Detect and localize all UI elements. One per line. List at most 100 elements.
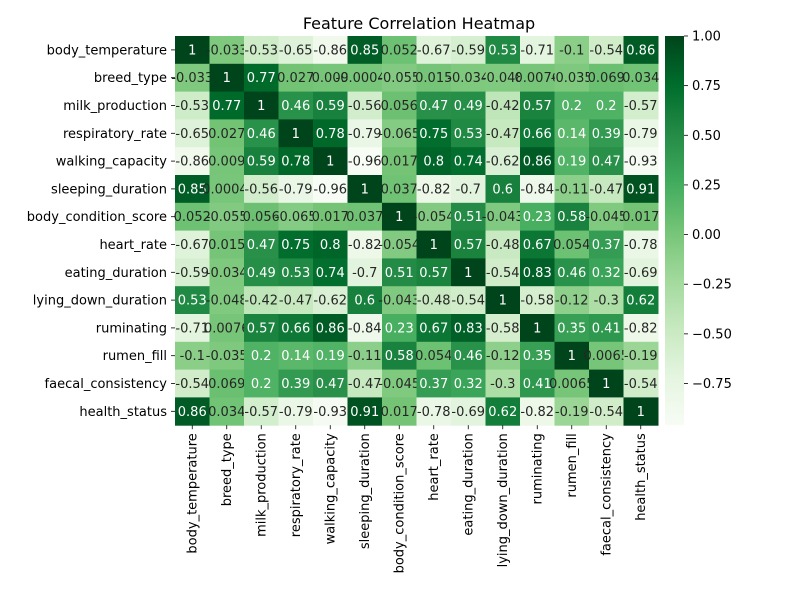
heatmap-cell: [589, 119, 624, 148]
cell-value-label: -0.53: [244, 43, 278, 58]
cell-value-label: -0.57: [624, 99, 658, 114]
heatmap-cell: [209, 258, 245, 287]
colorbar: 1.00 0.75 0.50 0.25 0.00 −0.25 −0.50 −0.75: [665, 30, 732, 426]
heatmap-cell: [520, 397, 555, 426]
cell-value-label: 0.0076: [515, 71, 561, 86]
heatmap-cell: [244, 119, 279, 148]
heatmap-cell: [623, 230, 659, 259]
heatmap-cell: [416, 397, 452, 426]
heatmap-cell: [416, 314, 452, 343]
heatmap-cell: [313, 397, 348, 426]
heatmap-cell: [175, 369, 210, 398]
cell-value-label: -0.65: [175, 127, 209, 142]
heatmap-cell: [451, 369, 486, 398]
cell-value-label: -0.86: [175, 155, 209, 170]
cell-value-label: 1: [361, 182, 369, 197]
heatmap-cell: [520, 91, 555, 120]
heatmap-cell: [451, 119, 486, 148]
heatmap-cell: [589, 175, 624, 204]
column-label: walking_capacity: [324, 433, 339, 545]
heatmap-cell: [244, 341, 279, 371]
heatmap-cell: [485, 258, 521, 287]
cell-value-label: -0.69: [451, 405, 485, 420]
heatmap-cell: [623, 63, 659, 93]
heatmap-cell: [623, 258, 659, 287]
row-label: faecal_consistency: [45, 377, 168, 392]
cell-value-label: 0.015: [415, 71, 452, 86]
cell-value-label: 0.78: [281, 155, 310, 170]
cell-value-label: -0.54: [589, 405, 623, 420]
heatmap-cell: [175, 175, 210, 204]
heatmap-cell: [451, 314, 486, 343]
heatmap-cell: [382, 175, 417, 204]
cell-value-label: -0.54: [175, 377, 209, 392]
heatmap-cell: [175, 397, 210, 426]
cell-value-label: 1: [533, 321, 541, 336]
column-label: respiratory_rate: [289, 433, 304, 537]
cell-value-label: 0.83: [454, 321, 483, 336]
cell-value-label: -0.71: [520, 43, 554, 58]
cell-value-label: -0.67: [417, 43, 451, 58]
cell-value-label: 0.51: [454, 210, 483, 225]
colorbar-tick-label: 0.75: [692, 79, 721, 94]
cell-value-label: 0.74: [316, 266, 345, 281]
heatmap-cell: [382, 63, 417, 93]
cell-value-label: -0.65: [279, 43, 313, 58]
cell-value-label: 0.86: [523, 155, 552, 170]
heatmap-cell: [451, 36, 486, 65]
cell-value-label: -0.82: [348, 238, 382, 253]
heatmap-cell: [416, 119, 452, 148]
cell-value-label: 0.59: [316, 99, 345, 114]
heatmap-cell: [244, 397, 279, 426]
heatmap-cell: [589, 63, 624, 93]
heatmap-cell: [278, 397, 314, 426]
cell-value-label: -0.065: [275, 210, 317, 225]
heatmap-cell: [520, 202, 555, 232]
heatmap-cell: [520, 119, 555, 148]
heatmap-cell: [175, 286, 210, 315]
heatmap-cell: [347, 397, 383, 426]
heatmap-cell: [313, 119, 348, 148]
cell-value-label: 0.39: [592, 127, 621, 142]
heatmap-cell: [175, 230, 210, 259]
cell-value-label: 0.67: [523, 238, 552, 253]
cell-value-label: 0.77: [212, 99, 241, 114]
cell-value-label: -0.048: [482, 71, 524, 86]
cell-value-label: -0.42: [244, 294, 278, 309]
heatmap-cell: [382, 91, 417, 120]
heatmap-cell: [451, 397, 486, 426]
heatmap-cell: [589, 230, 624, 259]
heatmap-cell: [416, 369, 452, 398]
heatmap-cell: [485, 91, 521, 120]
cell-value-label: 0.86: [316, 321, 345, 336]
cell-value-label: -0.11: [348, 349, 382, 364]
heatmap-cell: [209, 175, 245, 204]
cell-value-label: -0.033: [206, 43, 248, 58]
heatmap-cell: [554, 147, 590, 176]
cell-value-label: -0.59: [451, 43, 485, 58]
cell-value-label: 0.62: [626, 294, 655, 309]
cell-value-label: 0.57: [523, 99, 552, 114]
cell-value-label: 0.8: [423, 155, 444, 170]
heatmap-cell: [209, 314, 245, 343]
cell-value-label: 0.069: [208, 377, 245, 392]
cell-value-label: 1: [188, 43, 196, 58]
heatmap-cell: [520, 175, 555, 204]
cell-value-label: 0.2: [561, 99, 582, 114]
heatmap-cell: [589, 314, 624, 343]
heatmap-cell: [416, 202, 452, 232]
cell-value-label: 0.8: [320, 238, 341, 253]
heatmap-cell: [451, 286, 486, 315]
heatmap-cell: [347, 119, 383, 148]
cell-value-label: 1: [223, 71, 231, 86]
cell-value-label: 0.49: [454, 99, 483, 114]
cell-value-label: 0.77: [247, 71, 276, 86]
cell-value-label: 0.19: [316, 349, 345, 364]
heatmap-cell: [382, 36, 417, 65]
heatmap-cell: [554, 230, 590, 259]
cell-value-label: 0.017: [622, 210, 659, 225]
cell-value-label: -0.12: [486, 349, 520, 364]
cell-value-label: -0.82: [417, 182, 451, 197]
cell-value-label: -0.7: [352, 266, 377, 281]
cell-value-label: 0.86: [178, 405, 207, 420]
